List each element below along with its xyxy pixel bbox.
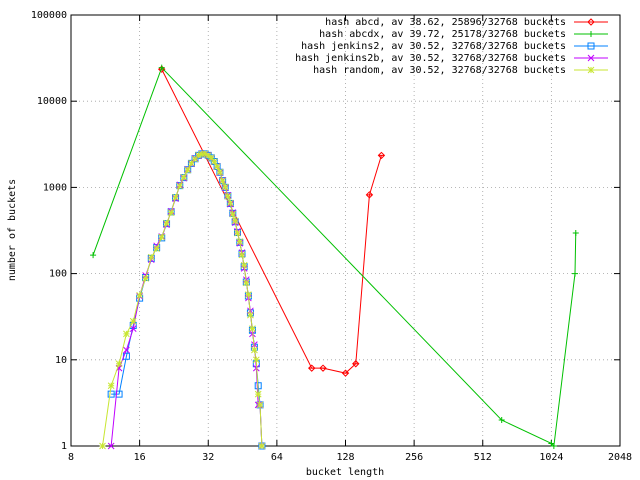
data-point bbox=[99, 442, 106, 450]
x-tick-label: 8 bbox=[68, 452, 74, 463]
data-point bbox=[210, 158, 218, 165]
data-point bbox=[240, 261, 248, 269]
data-point bbox=[207, 154, 215, 162]
data-point bbox=[191, 155, 199, 163]
data-point bbox=[129, 317, 137, 325]
data-point bbox=[377, 151, 386, 160]
y-tick-label: 100000 bbox=[31, 10, 67, 21]
data-point bbox=[107, 442, 115, 450]
data-point bbox=[249, 325, 256, 332]
data-point bbox=[172, 193, 179, 201]
data-point bbox=[234, 229, 241, 237]
data-point bbox=[188, 159, 195, 167]
x-axis-label: bucket length bbox=[306, 467, 384, 478]
data-point bbox=[147, 253, 155, 261]
x-tick-label: 16 bbox=[134, 452, 146, 463]
legend-label: hash jenkins2b, av 30.52, 32768/32768 bu… bbox=[295, 53, 566, 64]
data-point bbox=[352, 360, 360, 368]
data-point bbox=[123, 330, 130, 338]
data-point bbox=[247, 311, 254, 319]
data-point bbox=[245, 291, 252, 298]
y-tick-label: 100 bbox=[49, 269, 67, 280]
data-point bbox=[107, 390, 115, 398]
y-tick-label: 10 bbox=[55, 355, 67, 366]
data-point bbox=[142, 275, 149, 282]
data-point bbox=[550, 443, 557, 449]
data-point bbox=[238, 250, 246, 258]
data-point bbox=[258, 442, 266, 450]
legend-label: hash abcd, av 38.62, 25896/32768 buckets bbox=[325, 17, 566, 28]
data-point bbox=[129, 325, 137, 332]
x-tick-label: 256 bbox=[405, 452, 423, 463]
x-tick-label: 2048 bbox=[608, 452, 632, 463]
data-point bbox=[176, 182, 184, 190]
data-point bbox=[158, 64, 165, 71]
data-point bbox=[123, 346, 130, 354]
data-point bbox=[221, 183, 229, 191]
data-point bbox=[219, 177, 226, 185]
data-point bbox=[319, 364, 327, 372]
data-point bbox=[256, 401, 264, 409]
data-point bbox=[163, 219, 170, 227]
data-point bbox=[180, 173, 188, 181]
data-point bbox=[153, 245, 160, 252]
data-point bbox=[238, 251, 246, 259]
x-tick-label: 128 bbox=[336, 452, 354, 463]
data-point bbox=[258, 442, 266, 450]
legend-marker bbox=[587, 18, 595, 26]
legend-marker bbox=[587, 42, 595, 50]
data-point bbox=[251, 346, 258, 354]
data-point bbox=[195, 151, 202, 159]
y-axis-label: number of buckets bbox=[7, 179, 18, 281]
data-point bbox=[204, 152, 212, 159]
data-point bbox=[341, 369, 350, 377]
data-point bbox=[231, 217, 239, 225]
x-tick-label: 32 bbox=[202, 452, 214, 463]
data-point bbox=[158, 233, 166, 241]
plot-frame bbox=[70, 14, 621, 447]
data-point bbox=[365, 191, 374, 199]
y-tick-label: 1 bbox=[61, 441, 67, 452]
data-point bbox=[216, 168, 224, 176]
x-tick-label: 64 bbox=[271, 452, 283, 463]
data-point bbox=[184, 166, 192, 174]
data-point bbox=[226, 199, 234, 207]
data-point bbox=[107, 382, 115, 390]
legend-marker bbox=[587, 66, 595, 74]
data-point bbox=[572, 270, 579, 277]
data-point bbox=[115, 360, 123, 368]
data-point bbox=[198, 150, 206, 158]
data-point bbox=[236, 238, 244, 246]
legend-marker bbox=[588, 31, 594, 37]
legend-marker bbox=[587, 54, 595, 62]
data-point bbox=[242, 279, 250, 287]
data-point bbox=[498, 417, 505, 424]
data-point bbox=[224, 192, 232, 200]
y-tick-label: 1000 bbox=[43, 182, 67, 193]
data-point bbox=[229, 210, 237, 218]
legend-label: hash abcdx, av 39.72, 25178/32768 bucket… bbox=[319, 29, 566, 40]
data-point bbox=[236, 238, 244, 245]
data-point bbox=[254, 382, 262, 390]
data-point bbox=[572, 229, 579, 236]
data-point bbox=[252, 356, 260, 364]
legend-label: hash random, av 30.52, 32768/32768 bucke… bbox=[313, 65, 566, 76]
data-point bbox=[201, 150, 209, 158]
data-point bbox=[308, 364, 316, 372]
data-point bbox=[254, 390, 262, 398]
data-point bbox=[231, 218, 239, 226]
data-point bbox=[167, 209, 175, 216]
data-point bbox=[136, 291, 143, 299]
data-point bbox=[90, 252, 97, 259]
legend-label: hash jenkins2, av 30.52, 32768/32768 buc… bbox=[301, 41, 566, 52]
x-tick-label: 512 bbox=[474, 452, 492, 463]
x-tick-label: 1024 bbox=[539, 452, 563, 463]
y-tick-label: 10000 bbox=[37, 96, 67, 107]
data-point bbox=[213, 163, 221, 171]
